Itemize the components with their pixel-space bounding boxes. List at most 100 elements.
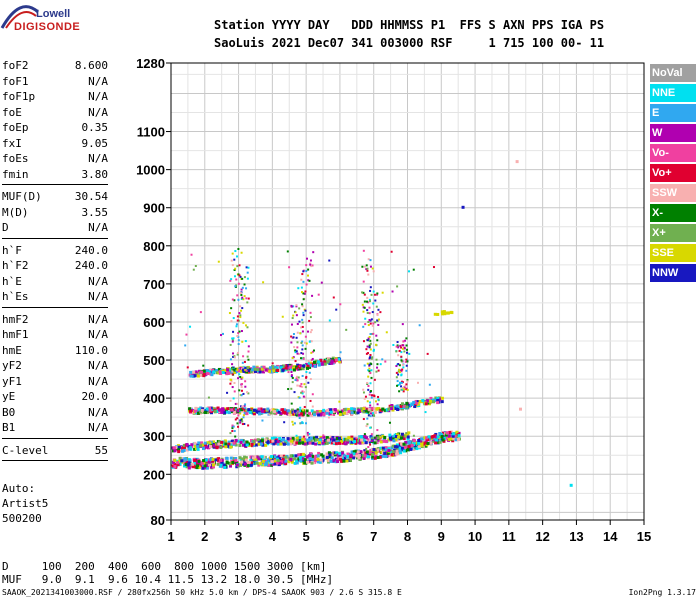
echo-point [295, 438, 299, 442]
echo-point [377, 323, 380, 326]
echo-point [243, 283, 246, 286]
echo-point [323, 360, 327, 364]
echo-point [372, 349, 375, 352]
echo-point [301, 357, 304, 360]
echo-point [229, 432, 232, 435]
echo-point [258, 367, 262, 371]
param-row-fof1: foF1 N/A [2, 74, 108, 90]
echo-point [217, 442, 221, 446]
echo-point [244, 403, 247, 406]
echo-point [279, 412, 283, 416]
echo-point [376, 436, 380, 440]
echo-point [257, 409, 261, 413]
echo-point [370, 412, 373, 415]
echo-point [180, 459, 184, 463]
echo-point [227, 371, 231, 375]
echo-point [200, 370, 204, 374]
echo-point [229, 279, 232, 282]
x-tick-label: 15 [637, 529, 651, 544]
echo-point [219, 334, 222, 337]
echo-point [369, 342, 372, 345]
echo-point [395, 404, 399, 408]
echo-point [360, 408, 364, 412]
echo-point [300, 286, 303, 289]
echo-point [400, 432, 404, 436]
echo-point [199, 410, 203, 414]
echo-point [220, 440, 224, 444]
echo-point [239, 457, 243, 461]
echo-point [339, 303, 342, 306]
echo-point [199, 311, 202, 314]
echo-point [405, 344, 408, 347]
echo-point [222, 463, 226, 467]
echo-point [364, 409, 368, 413]
echo-point [281, 457, 285, 461]
echo-point [276, 459, 280, 463]
echo-point [399, 404, 403, 408]
echo-point [203, 410, 207, 414]
echo-point [402, 437, 406, 441]
echo-point [291, 457, 295, 461]
echo-point [301, 408, 304, 411]
y-tick-label: 400 [143, 391, 165, 406]
echo-point [447, 437, 451, 441]
legend-item-sse: SSE [650, 244, 696, 262]
echo-point [308, 433, 311, 436]
param-row-md: M(D) 3.55 [2, 205, 108, 221]
echo-point [406, 388, 409, 391]
echo-point [310, 359, 313, 362]
echo-point [200, 408, 204, 412]
echo-point [363, 449, 366, 452]
echo-point [225, 456, 229, 460]
echo-point [241, 307, 244, 310]
echo-point [384, 360, 387, 363]
echo-point [396, 408, 400, 412]
echo-point [403, 388, 406, 391]
echo-point [332, 438, 336, 442]
param-value: N/A [88, 421, 108, 434]
echo-point [368, 367, 371, 370]
echo-point [241, 457, 245, 461]
echo-point [229, 456, 233, 460]
echo-point [376, 319, 379, 322]
echo-point [250, 368, 254, 372]
echo-point [431, 435, 435, 439]
echo-point [236, 439, 240, 443]
echo-point [323, 362, 327, 366]
echo-point [300, 412, 304, 416]
echo-point [247, 297, 250, 300]
echo-point [244, 385, 247, 388]
echo-point [187, 447, 191, 451]
echo-point [403, 434, 407, 438]
echo-point [231, 370, 234, 373]
echo-point [221, 332, 224, 335]
echo-point [395, 365, 398, 368]
echo-point [295, 459, 299, 463]
echo-point [327, 358, 331, 362]
echo-point [332, 412, 336, 416]
echo-point [276, 461, 280, 465]
echo-point [352, 407, 356, 411]
echo-point [398, 370, 401, 373]
echo-point [295, 375, 298, 378]
echo-point [357, 456, 361, 460]
echo-point [441, 438, 445, 442]
echo-point [301, 390, 304, 393]
echo-point [232, 425, 235, 428]
echo-point [240, 297, 243, 300]
echo-point [436, 312, 440, 316]
echo-point [239, 369, 243, 373]
echo-point [365, 300, 368, 303]
echo-point [318, 438, 322, 442]
echo-point [314, 359, 318, 363]
echo-point [400, 360, 403, 363]
echo-point [406, 379, 409, 382]
param-name: B1 [2, 421, 16, 434]
echo-point [287, 456, 291, 460]
echo-point [379, 363, 382, 366]
echo-point [327, 459, 331, 463]
echo-point [364, 395, 367, 398]
echo-point [404, 440, 408, 444]
echo-point [277, 410, 281, 414]
echo-point [366, 296, 369, 299]
